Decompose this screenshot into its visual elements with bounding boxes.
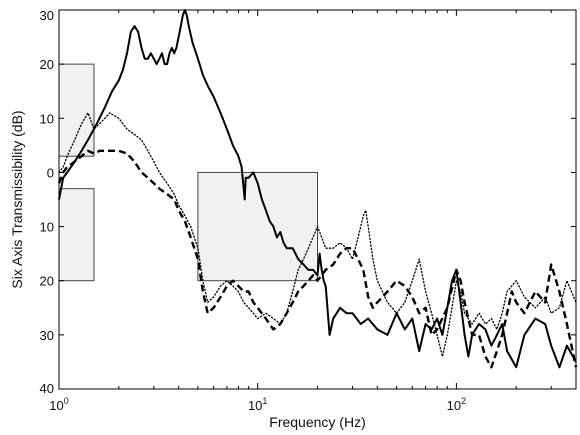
shaded-region-2 (58, 188, 95, 282)
y-axis-label: Six Axis Transmissibility (dB) (9, 110, 25, 288)
data-series (57, 9, 578, 369)
x-tick-label: 100 (49, 396, 68, 413)
y-tick-label: 10 (40, 111, 54, 126)
series-line-dotted (58, 112, 577, 358)
x-axis-label: Frequency (Hz) (269, 414, 365, 430)
y-tick-label: 20 (40, 57, 54, 72)
y-tick-label: 0 (47, 165, 54, 180)
x-tick-label: 102 (447, 396, 466, 413)
shaded-regions (58, 63, 318, 282)
y-tick-label: 20 (40, 274, 54, 289)
x-tick-label: 101 (248, 396, 267, 413)
y-tick-label: 40 (40, 381, 54, 396)
shaded-region-1 (58, 63, 95, 157)
y-tick-label: 10 (40, 220, 54, 235)
series-line-dashed (57, 149, 578, 369)
y-tick-label: 30 (40, 8, 54, 23)
shaded-region-3 (197, 171, 318, 282)
series-line-solid (58, 9, 577, 369)
y-tick-label: 30 (40, 328, 54, 343)
